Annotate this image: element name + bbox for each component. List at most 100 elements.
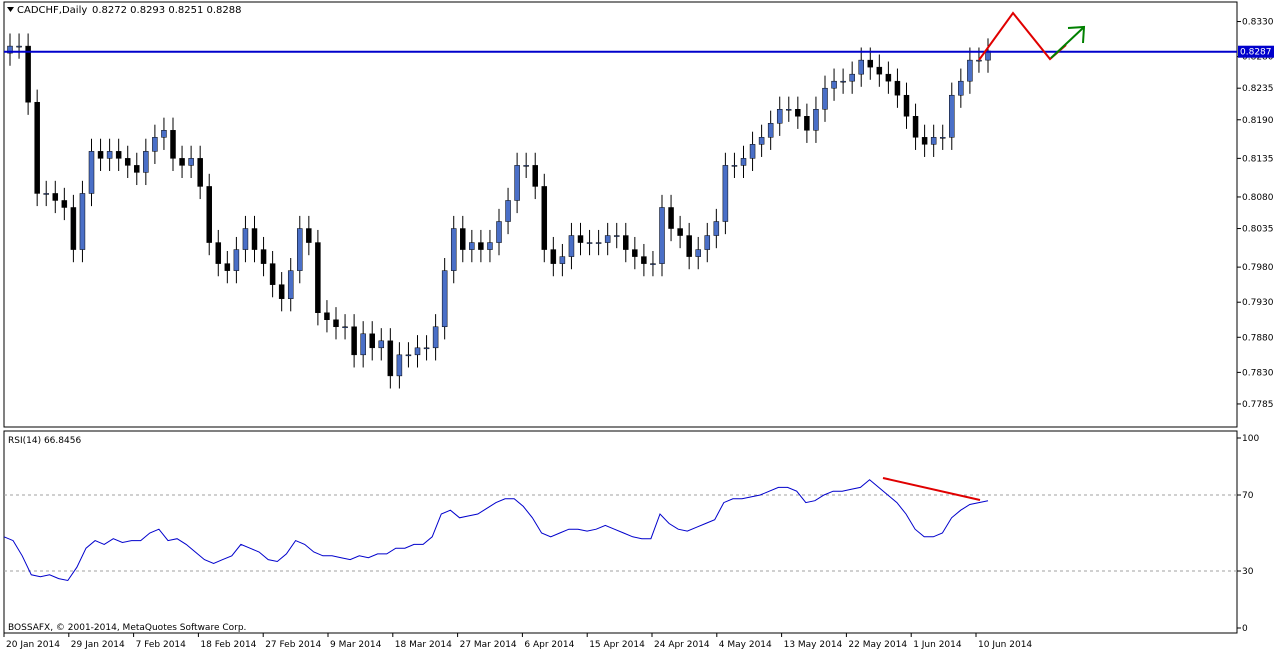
ohlc-values: 0.8272 0.8293 0.8251 0.8288: [92, 5, 242, 16]
candle: [677, 215, 683, 249]
candle: [251, 215, 258, 263]
candle: [541, 173, 548, 263]
bear-candle-body: [52, 193, 59, 201]
bull-candle-body: [704, 235, 711, 250]
bear-candle-body: [224, 263, 231, 271]
date-tick-label: 13 May 2014: [784, 640, 843, 650]
bull-candle-body: [976, 59, 982, 62]
price-tick-label: 0.8330: [1242, 18, 1274, 28]
candle: [632, 236, 638, 270]
candle: [405, 342, 412, 368]
candle: [170, 117, 176, 171]
candle: [387, 328, 394, 389]
candle: [432, 314, 439, 361]
bull-candle-body: [450, 228, 457, 271]
candle: [52, 180, 59, 214]
bull-candle-body: [287, 270, 294, 299]
bear-candle-body: [867, 59, 874, 68]
bear-candle-body: [677, 228, 683, 236]
candle: [115, 138, 122, 171]
bear-candle-body: [278, 284, 285, 299]
candle: [161, 117, 167, 150]
price-tick-label: 0.7980: [1242, 263, 1274, 273]
symbol-timeframe: CADCHF,Daily: [17, 5, 87, 16]
candle: [34, 89, 40, 207]
bear-candle-body: [369, 333, 375, 349]
date-tick-label: 15 Apr 2014: [589, 640, 645, 650]
candle: [278, 272, 285, 312]
bull-candle-body: [713, 221, 720, 236]
bear-candle-body: [876, 66, 883, 75]
bear-candle-body: [795, 109, 801, 117]
candle: [559, 243, 566, 277]
candle: [260, 236, 267, 277]
candle: [958, 68, 964, 108]
candle: [179, 145, 185, 179]
date-tick-label: 27 Mar 2014: [460, 640, 517, 650]
candle: [88, 138, 95, 207]
bear-candle-body: [668, 207, 674, 229]
rsi-tick-label: 70: [1242, 491, 1254, 501]
price-line-label-bg: [1238, 45, 1274, 58]
candle: [722, 152, 729, 235]
candle: [867, 47, 874, 80]
bull-candle-body: [849, 73, 855, 82]
chart-dropdown-icon[interactable]: [7, 7, 14, 12]
bull-candle-body: [740, 158, 747, 166]
bull-candle-body: [242, 228, 249, 250]
candle: [731, 152, 738, 179]
candle: [740, 145, 747, 179]
date-tick-label: 6 Apr 2014: [524, 640, 574, 650]
rsi-tick-label: 30: [1242, 567, 1254, 577]
candle: [396, 342, 403, 389]
candle: [939, 124, 946, 150]
candle: [849, 61, 855, 94]
rsi-divergence-line[interactable]: [882, 477, 981, 501]
bear-candle-body: [25, 45, 31, 103]
candle: [423, 335, 430, 361]
candle: [70, 194, 77, 263]
bull-candle-body: [396, 354, 403, 377]
bear-candle-body: [115, 151, 122, 159]
candle: [650, 250, 656, 277]
bull-candle-body: [496, 221, 502, 243]
candle: [460, 215, 466, 263]
bear-candle-body: [179, 158, 185, 166]
price-tick-label: 0.7785: [1242, 400, 1274, 410]
bear-candle-body: [623, 235, 629, 250]
candle: [577, 222, 584, 256]
candle: [641, 243, 647, 277]
candle: [967, 47, 973, 94]
candle: [61, 187, 68, 221]
candle: [885, 61, 892, 94]
bull-candle-body: [813, 109, 819, 131]
date-tick-label: 20 Jan 2014: [6, 640, 60, 650]
date-tick-label: 24 Apr 2014: [654, 640, 710, 650]
candle: [912, 103, 919, 150]
bear-candle-body: [804, 116, 810, 131]
copyright-text: BOSSAFX, © 2001-2014, MetaQuotes Softwar…: [8, 623, 246, 633]
green-projection-arrow[interactable]: [1050, 27, 1084, 59]
bull-candle-body: [822, 87, 828, 110]
bull-candle-body: [749, 144, 756, 159]
candle: [487, 229, 493, 263]
candle: [831, 68, 837, 101]
bear-candle-body: [903, 94, 910, 117]
candle: [822, 75, 828, 122]
price-tick-label: 0.8080: [1242, 193, 1274, 203]
candle: [360, 321, 366, 368]
rsi-tick-label: 100: [1242, 434, 1259, 444]
bull-candle-body: [297, 228, 303, 271]
bull-candle-body: [695, 249, 701, 257]
candle: [97, 138, 104, 171]
candle: [342, 314, 348, 340]
bear-candle-body: [134, 165, 140, 173]
candle: [704, 222, 711, 263]
bear-candle-body: [324, 312, 330, 321]
candle: [414, 335, 421, 368]
bull-candle-body: [16, 45, 22, 48]
date-tick-label: 29 Jan 2014: [71, 640, 125, 650]
bull-candle-body: [776, 109, 783, 124]
candle: [695, 236, 701, 270]
